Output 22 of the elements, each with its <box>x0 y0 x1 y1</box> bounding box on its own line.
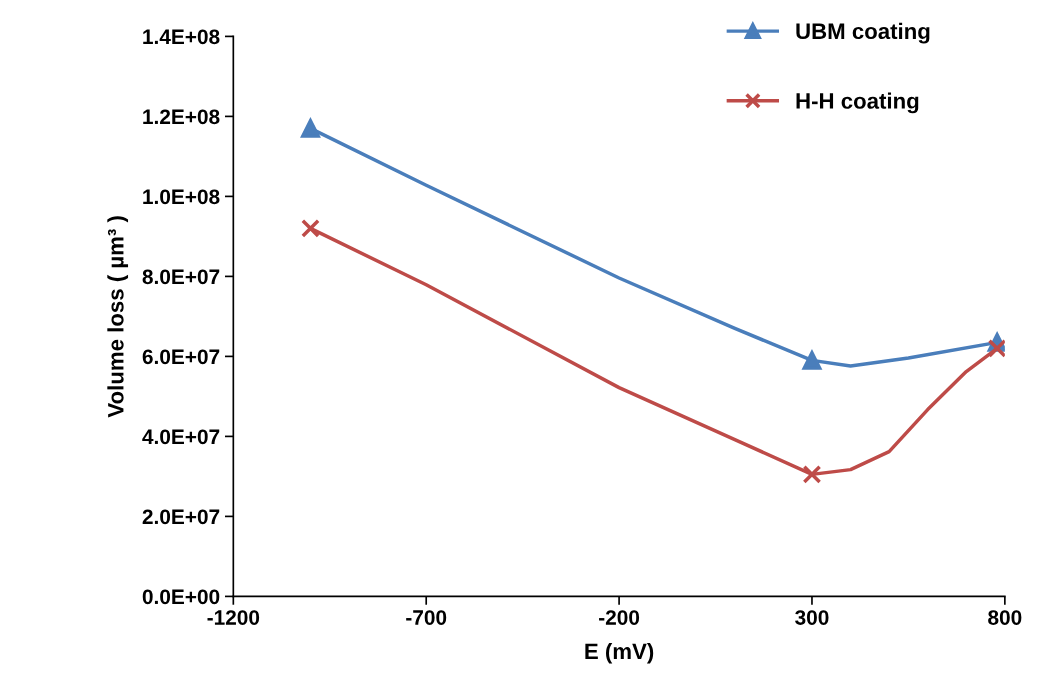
x-axis-title: E (mV) <box>585 642 654 664</box>
x-tick-label: -700 <box>406 610 447 625</box>
y-tick-label: 4.0E+07 <box>142 429 220 445</box>
x-tick-label: 300 <box>795 610 829 625</box>
y-tick-label: 1.0E+08 <box>143 189 220 205</box>
legend-label: UBM coating <box>796 22 930 44</box>
y-tick-label: 1.4E+08 <box>143 29 220 45</box>
x-tick-label: -1200 <box>207 610 260 625</box>
x-tick-label: -200 <box>599 610 640 625</box>
point <box>802 351 822 370</box>
y-axis-title: Volume loss ( µm³ ) <box>107 216 129 418</box>
y-tick-label: 1.2E+08 <box>143 109 220 125</box>
x-tick-label: 800 <box>988 610 1022 625</box>
point <box>987 339 1005 358</box>
point <box>301 219 320 238</box>
point <box>802 465 822 484</box>
y-tick-label: 8.0E+07 <box>142 269 220 285</box>
point <box>301 119 320 138</box>
y-tick-label: 6.0E+07 <box>142 349 220 365</box>
y-tick-label: 0.0E+00 <box>142 589 220 605</box>
legend-label: H-H coating <box>796 92 919 114</box>
y-tick-label: 2.0E+07 <box>142 509 220 525</box>
